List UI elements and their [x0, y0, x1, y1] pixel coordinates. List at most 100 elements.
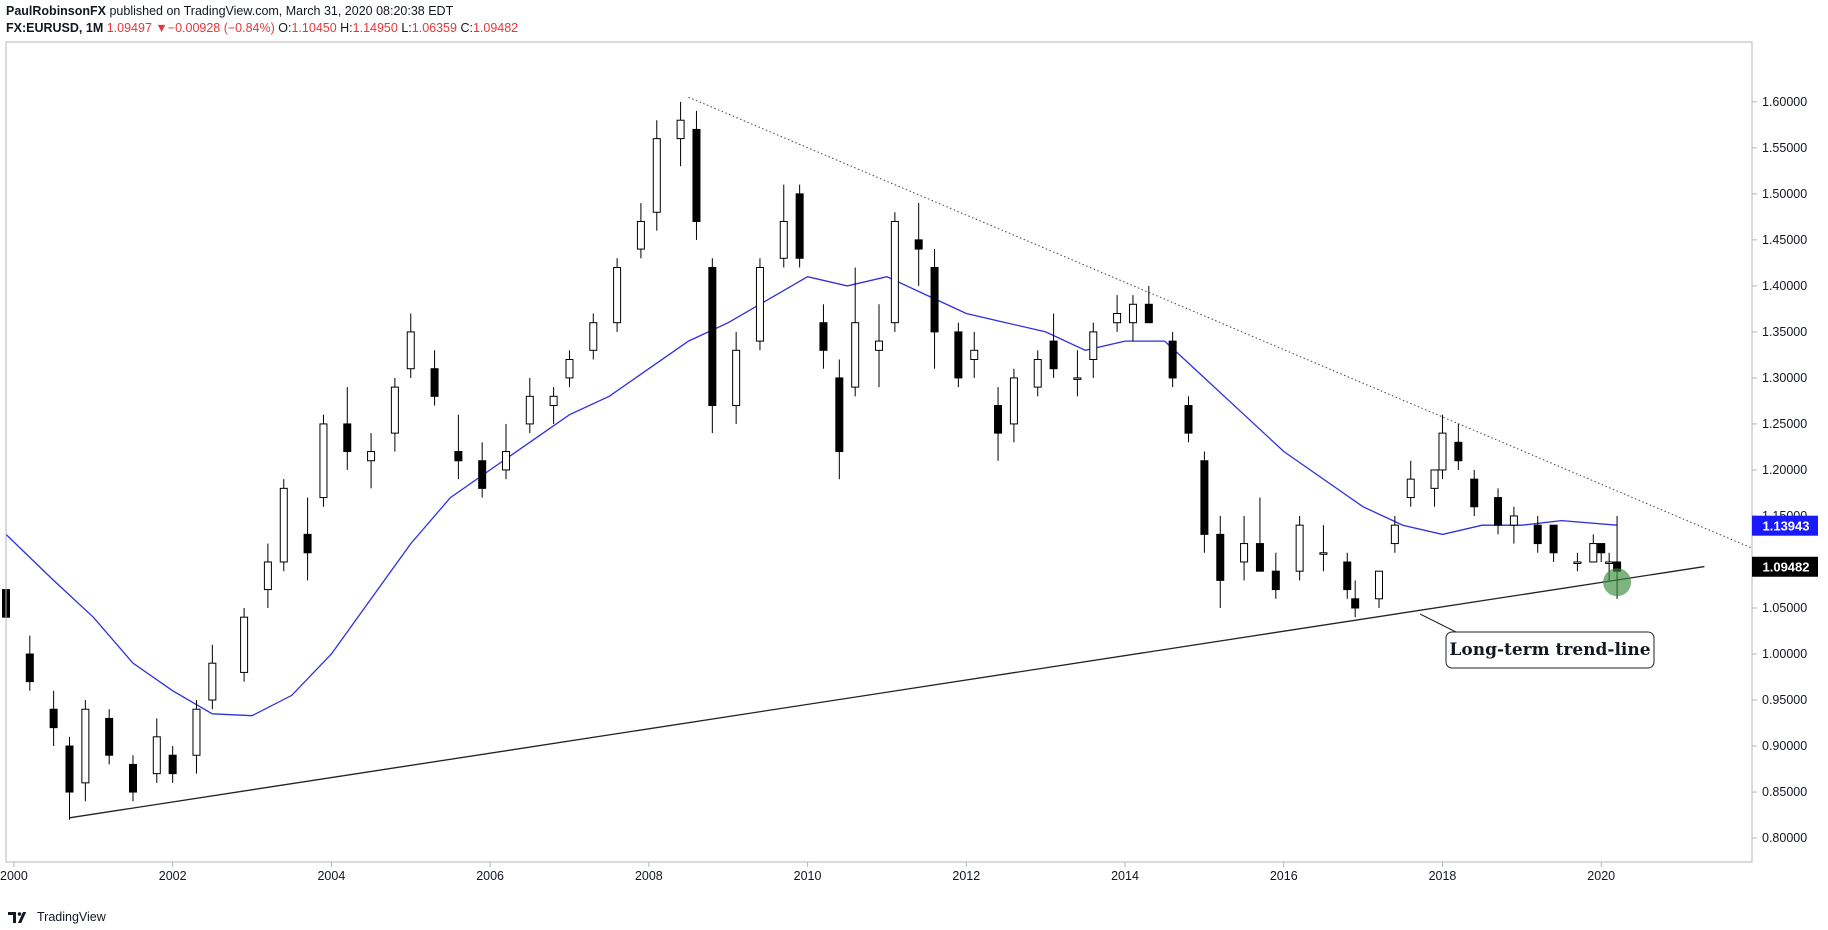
candle-up — [406, 331, 415, 370]
y-tick-label: 1.20000 — [1762, 463, 1807, 477]
candle-down — [954, 331, 963, 379]
candle-down — [168, 754, 177, 775]
candle-up — [81, 708, 90, 784]
y-tick-label: 1.05000 — [1762, 601, 1807, 615]
candle-up — [1509, 515, 1518, 526]
y-tick-label: 0.95000 — [1762, 693, 1807, 707]
callout-pointer — [1419, 613, 1457, 633]
y-tick-label: 1.40000 — [1762, 279, 1807, 293]
publish-info: published on TradingView.com, March 31, … — [109, 4, 454, 18]
candle-down — [454, 451, 463, 462]
candle-down — [430, 368, 439, 397]
high-label: H: — [340, 21, 353, 35]
header-line-2: FX:EURUSD, 1M 1.09497 ▼−0.00928 (−0.84%)… — [6, 20, 518, 36]
x-tick-label: 2020 — [1587, 869, 1615, 883]
touch-marker — [1603, 568, 1632, 597]
candle-up — [240, 616, 249, 673]
trendline-support — [69, 565, 1705, 819]
candle-up — [1573, 561, 1582, 564]
candle-down — [478, 460, 487, 489]
candle-up — [1295, 524, 1304, 572]
candle-up — [1128, 303, 1137, 324]
ma-price-tag — [1752, 515, 1818, 536]
close-value: 1.09482 — [472, 21, 519, 35]
candle-down — [1351, 598, 1360, 609]
x-tick-label: 2010 — [794, 869, 822, 883]
candle-down — [343, 423, 352, 453]
open-value: 1.10450 — [291, 21, 337, 35]
annotation: Long-term trend-line — [1419, 613, 1655, 669]
candle-up — [263, 561, 272, 591]
callout-box — [1445, 631, 1655, 669]
candle-up — [501, 451, 510, 471]
y-tick-label: 1.55000 — [1762, 141, 1807, 155]
trendline-touch-marker — [1603, 568, 1632, 597]
author-name[interactable]: PaulRobinsonFX — [6, 4, 106, 18]
x-tick-label: 2002 — [159, 869, 187, 883]
candle-up — [208, 662, 217, 701]
symbol-label: FX:EURUSD, 1M — [6, 21, 104, 35]
y-tick-label: 0.80000 — [1762, 831, 1807, 845]
open-label: O: — [278, 21, 292, 35]
candle-up — [1073, 377, 1082, 380]
candle-down — [1494, 497, 1503, 526]
ma-price-label: 1.13943 — [1763, 519, 1810, 534]
candle-down — [1200, 460, 1209, 535]
candle-up — [779, 220, 788, 259]
candle-down — [1533, 524, 1542, 545]
candle-up — [732, 349, 741, 407]
candle-up — [1319, 552, 1328, 555]
candle-down — [1168, 340, 1177, 379]
candle-down — [128, 763, 137, 793]
callout-text: Long-term trend-line — [1449, 640, 1650, 660]
candle-up — [851, 322, 860, 388]
y-tick-label: 0.90000 — [1762, 739, 1807, 753]
candle-down — [819, 322, 828, 351]
y-tick-label: 1.30000 — [1762, 371, 1807, 385]
y-tick-label: 1.60000 — [1762, 95, 1807, 109]
candle-up — [676, 119, 685, 140]
candle-up — [1374, 570, 1383, 600]
candle-down — [1049, 340, 1058, 370]
candle-up — [613, 266, 622, 324]
candle-down — [692, 128, 701, 222]
y-tick-label: 1.00000 — [1762, 647, 1807, 661]
candle-up — [1240, 543, 1249, 563]
low-label: L: — [401, 21, 412, 35]
candle-down — [795, 193, 804, 259]
change-value: −0.00928 (−0.84%) — [167, 21, 275, 35]
y-tick-label: 1.35000 — [1762, 325, 1807, 339]
low-value: 1.06359 — [411, 21, 457, 35]
x-tick-label: 2012 — [952, 869, 980, 883]
candle-up — [589, 322, 598, 351]
candle-up — [152, 736, 161, 775]
y-tick-label: 1.50000 — [1762, 187, 1807, 201]
x-tick-label: 2000 — [0, 869, 28, 883]
candle-up — [970, 349, 979, 361]
last-price: 1.09497 — [106, 21, 152, 35]
y-tick-label: 1.25000 — [1762, 417, 1807, 431]
candle-down — [105, 717, 114, 756]
candle-down — [914, 239, 923, 250]
axes: 1.60000 1.55000 1.50000 1.45000 1.40000 1.350… — [0, 41, 1818, 883]
candle-down — [1549, 524, 1558, 554]
candle-up — [367, 451, 376, 462]
footer-brand[interactable]: TradingView — [37, 910, 106, 924]
candle-down — [1144, 303, 1153, 324]
candle-up — [1113, 312, 1122, 324]
candle-down — [1271, 570, 1280, 591]
last-price-tag — [1752, 556, 1818, 577]
candle-up — [549, 395, 558, 407]
candles — [2, 101, 1622, 820]
candle-up — [1589, 543, 1598, 563]
candle-up — [525, 395, 534, 425]
candle-down — [1454, 441, 1463, 462]
candle-up — [319, 423, 328, 499]
candle-up — [875, 340, 883, 351]
candle-down — [708, 266, 717, 407]
change-arrow-icon: ▼ — [155, 21, 168, 35]
candle-up — [390, 386, 399, 434]
candle-down — [25, 653, 34, 683]
footer: TradingView — [7, 908, 106, 926]
